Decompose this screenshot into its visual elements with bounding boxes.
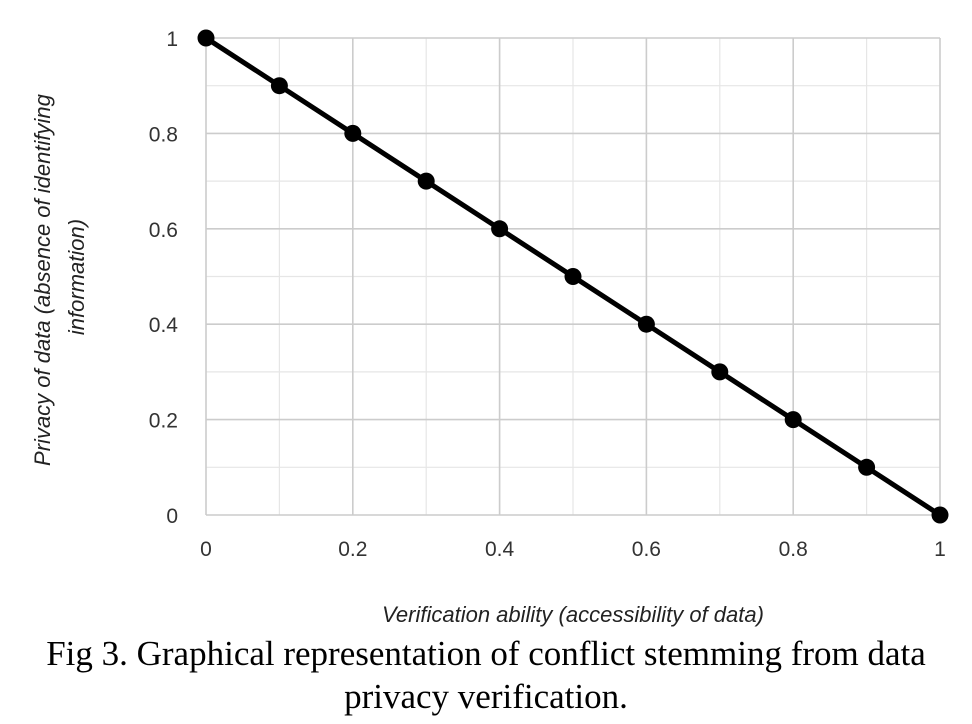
x-axis-title: Verification ability (accessibility of d…: [382, 602, 764, 627]
caption-line-1: Fig 3. Graphical representation of confl…: [46, 634, 926, 673]
data-point: [270, 77, 288, 95]
y-tick-label: 0.8: [149, 123, 178, 146]
x-tick-label: 0.2: [338, 538, 367, 561]
y-axis-title-line-1: Privacy of data (absence of identifying: [30, 93, 55, 466]
data-point: [344, 124, 362, 142]
x-tick-label: 1: [934, 538, 946, 561]
grid: [205, 37, 941, 516]
data-point: [858, 458, 876, 476]
x-tick-label: 0.4: [485, 538, 515, 561]
x-tick-label: 0.8: [779, 538, 808, 561]
y-tick-label: 0.2: [149, 410, 178, 433]
data-point: [931, 506, 949, 524]
chart: 0 0.2 0.4 0.6 0.8 1 0 0.2 0.4 0.6 0.8 1 Verificatio…: [30, 28, 949, 627]
y-axis-title-line-2: information): [64, 219, 89, 335]
y-tick-label: 0.4: [149, 314, 179, 337]
data-point: [417, 172, 435, 190]
figure-caption: Fig 3. Graphical representation of confl…: [0, 632, 972, 718]
data-point: [491, 220, 509, 238]
data-point: [197, 29, 215, 47]
tick-labels: 0 0.2 0.4 0.6 0.8 1 0 0.2 0.4 0.6 0.8 1: [149, 28, 946, 561]
data-point: [784, 411, 802, 429]
x-tick-label: 0: [200, 538, 212, 561]
y-tick-label: 0.6: [149, 219, 178, 242]
series: [197, 29, 949, 524]
caption-line-2: privacy verification.: [344, 677, 628, 716]
y-axis-title: Privacy of data (absence of identifying …: [30, 88, 89, 466]
y-tick-label: 0: [166, 505, 178, 528]
y-tick-label: 1: [166, 28, 178, 51]
data-point: [637, 315, 655, 333]
data-point: [711, 363, 729, 381]
data-point: [564, 268, 582, 285]
x-tick-label: 0.6: [632, 538, 661, 561]
